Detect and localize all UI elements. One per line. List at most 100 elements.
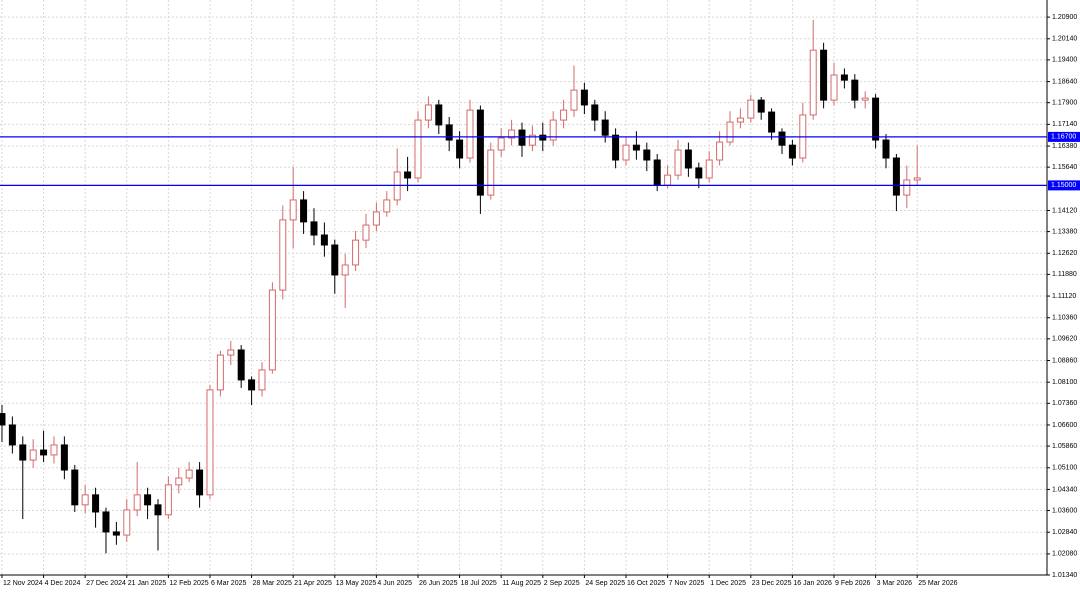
candle-body [206,389,214,496]
x-tick-label: 21 Jan 2025 [128,580,167,587]
y-tick-label: 1.11120 [1052,293,1076,300]
candle-body [435,104,443,126]
candle-body [383,199,391,213]
x-tick-label: 13 May 2025 [336,580,377,587]
x-tick-label: 12 Nov 2024 [3,580,43,587]
candle-body [591,104,599,121]
y-tick-label: 1.01340 [1052,572,1077,579]
candle-body [133,494,141,511]
candle-body [258,369,266,391]
candle-body [71,469,79,506]
candle-body [289,199,297,221]
y-tick-label: 1.09620 [1052,336,1077,343]
y-tick-label: 1.20140 [1052,36,1077,43]
y-tick-label: 1.05860 [1052,443,1077,450]
candle-body [0,413,6,426]
candle-body [788,144,796,159]
candle-body [8,424,16,446]
candle-body [674,149,682,176]
y-tick-label: 1.20900 [1052,14,1077,21]
candle-body [903,179,911,196]
candle-body [861,97,869,101]
candle-body [300,199,308,223]
x-tick-label: 21 Apr 2025 [294,580,332,587]
candle-body [164,484,172,516]
price-label-box [1048,131,1080,142]
x-tick-label: 11 Aug 2025 [502,580,541,587]
candle-body [840,74,848,81]
y-tick-label: 1.07360 [1052,400,1077,407]
y-tick-label: 1.08860 [1052,357,1077,364]
candle-body [518,129,526,146]
candle-body [476,109,484,196]
x-tick-label: 1 Dec 2025 [710,580,746,587]
x-tick-label: 24 Sep 2025 [585,580,625,587]
candle-body [60,444,68,471]
candle-body [237,349,245,381]
price-label: 1.16700 [1051,134,1076,141]
y-tick-label: 1.02080 [1052,551,1077,558]
candle-body [549,119,557,141]
candle-body [154,504,162,516]
candle-body [227,349,235,356]
candle-body [726,121,734,143]
candle-body [404,171,412,179]
x-tick-label: 28 Mar 2025 [253,580,292,587]
x-tick-label: 16 Jan 2026 [793,580,832,587]
x-tick-label: 12 Feb 2025 [169,580,208,587]
candle-body [736,117,744,123]
y-tick-label: 1.05100 [1052,465,1077,472]
candle-body [684,149,692,169]
candle-body [612,134,620,161]
candle-body [820,49,828,101]
candle-body [695,167,703,179]
y-tick-label: 1.10360 [1052,315,1077,322]
y-tick-label: 1.19400 [1052,57,1077,64]
x-tick-label: 7 Nov 2025 [669,580,705,587]
candle-body [216,354,224,391]
candle-body [508,129,516,139]
candle-body [320,234,328,246]
candle-body [372,211,380,226]
candle-body [809,49,817,116]
candle-body [487,149,495,196]
candle-body [632,144,640,151]
x-tick-label: 2 Sep 2025 [544,580,580,587]
candle-body [580,89,588,106]
y-tick-label: 1.04340 [1052,486,1077,493]
candle-body [653,159,661,186]
y-tick-label: 1.13380 [1052,228,1077,235]
candle-body [341,264,349,276]
candle-body [466,109,474,159]
candle-body [768,111,776,133]
candle-body [92,494,100,513]
candle-body [456,139,464,159]
y-tick-label: 1.15640 [1052,164,1077,171]
candle-body [424,104,432,121]
candle-body [570,89,578,111]
x-tick-label: 25 Mar 2026 [918,580,957,587]
x-tick-label: 23 Dec 2025 [752,580,792,587]
y-tick-label: 1.14120 [1052,207,1077,214]
y-tick-label: 1.06600 [1052,422,1077,429]
candle-body [872,97,880,141]
x-tick-label: 9 Feb 2026 [835,580,871,587]
candle-body [528,134,536,146]
candle-body [196,469,204,496]
candle-body [144,494,152,506]
y-tick-label: 1.02840 [1052,529,1077,536]
candle-body [622,144,630,161]
x-tick-label: 4 Dec 2024 [45,580,81,587]
candle-body [81,494,89,506]
y-tick-label: 1.03600 [1052,507,1077,514]
x-tick-label: 3 Mar 2026 [877,580,913,587]
x-tick-label: 4 Jun 2025 [377,580,412,587]
y-tick-label: 1.16380 [1052,143,1077,150]
candle-body [40,449,48,456]
y-tick-label: 1.12620 [1052,250,1077,257]
candle-body [310,221,318,236]
candle-body [331,244,339,276]
x-tick-label: 6 Mar 2025 [211,580,247,587]
candle-body [747,99,755,119]
